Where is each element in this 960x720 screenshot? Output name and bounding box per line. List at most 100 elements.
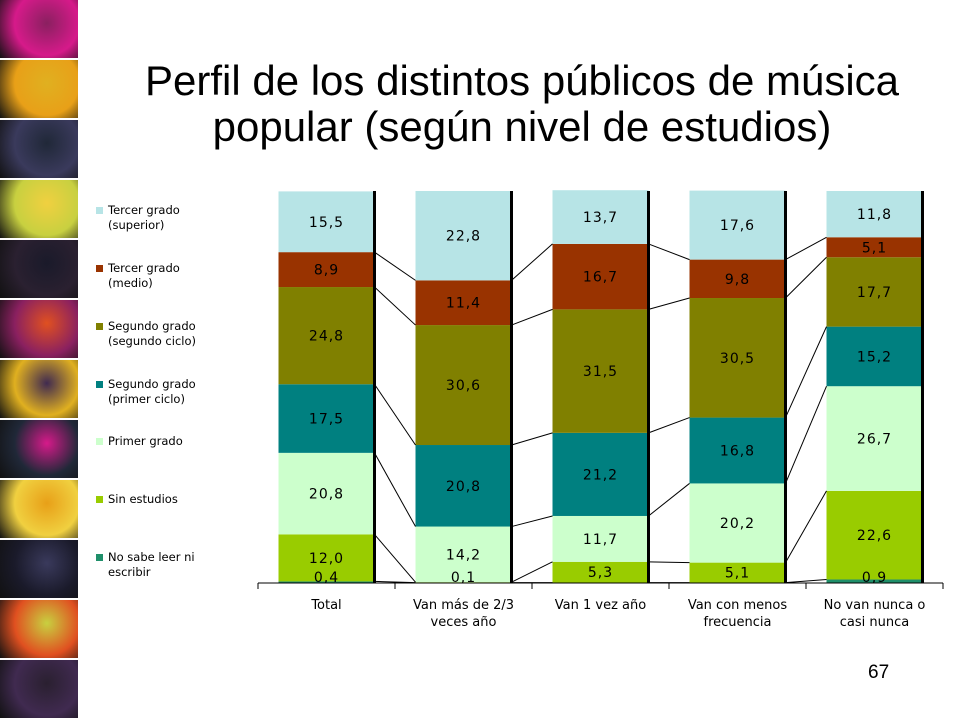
data-label: 20,8 [446, 479, 481, 495]
data-label: 21,2 [583, 467, 618, 483]
data-label: 5,1 [725, 566, 750, 582]
decor-photo-tile [0, 60, 78, 118]
series-line [785, 578, 827, 584]
bar-segment [278, 384, 375, 453]
decor-photo-tile [0, 660, 78, 718]
data-label: 20,2 [720, 516, 755, 532]
bar-segment [826, 579, 923, 583]
data-label: 20,8 [309, 487, 344, 503]
legend-swatch [96, 438, 103, 445]
data-label: 24,8 [309, 329, 344, 345]
bar-segment [826, 191, 923, 238]
page-number: 67 [868, 662, 890, 683]
series-line [374, 534, 416, 583]
bar-segment [278, 287, 375, 385]
series-line [648, 243, 690, 261]
decor-photo-tile [0, 540, 78, 598]
decor-photo-tile [0, 420, 78, 478]
series-line [511, 561, 553, 583]
decor-photo-tile [0, 0, 78, 58]
series-line [374, 580, 416, 584]
slide-title-line-1: Perfil de los distintos públicos de músi… [144, 57, 900, 104]
bar-segment [552, 309, 649, 433]
bar-segment [415, 526, 512, 583]
data-label: 0,4 [314, 570, 339, 586]
legend-swatch [96, 496, 103, 503]
bar-segment [415, 445, 512, 527]
data-label: 8,9 [314, 263, 339, 279]
legend-label: No sabe leer ni escribir [108, 550, 195, 579]
x-tick-label: Van 1 vez año [555, 598, 646, 613]
bar-segment [552, 243, 649, 310]
data-label: 12,0 [309, 551, 344, 567]
series-line [648, 297, 690, 310]
data-label: 30,5 [720, 351, 755, 367]
x-tick-label: Van con menos frecuencia [688, 598, 788, 630]
data-label: 17,6 [720, 218, 755, 234]
bar-segment [278, 452, 375, 535]
data-label: 15,5 [309, 215, 344, 231]
bar-segment [689, 483, 786, 563]
bar-segment [552, 432, 649, 516]
slide-title-line-2: popular (según nivel de estudios) [212, 103, 832, 150]
data-labels-group: 0,4 12,0 20,8 17,5 24,8 8,9 15,5 0,1 14,2 20,8 30,… [309, 207, 892, 586]
legend-swatch [96, 207, 103, 214]
data-label: 14,2 [446, 547, 481, 563]
bar-segment [826, 326, 923, 387]
data-label: 13,7 [583, 210, 618, 226]
decor-photo-tile [0, 360, 78, 418]
legend-label: Segundo grado (segundo ciclo) [108, 319, 196, 348]
slide-title: Perfil de los distintos públicos de músi… [84, 58, 960, 150]
data-label: 9,8 [725, 272, 750, 288]
series-line [648, 483, 690, 517]
bar-segment [689, 417, 786, 484]
bar-segment [826, 490, 923, 580]
decor-photo-tile [0, 120, 78, 178]
series-line [648, 561, 690, 564]
data-label: 0,9 [862, 570, 887, 586]
x-tick-label: Total [310, 598, 341, 613]
bar-segment [689, 259, 786, 299]
bar-segment [826, 237, 923, 258]
data-label: 16,7 [583, 270, 618, 286]
bar-segment [415, 280, 512, 326]
data-label: 26,7 [857, 432, 892, 448]
bar-segment [415, 325, 512, 446]
series-line [785, 326, 827, 418]
x-tick-label: Van más de 2/3 veces año [413, 598, 514, 630]
decor-photo-tile [0, 600, 78, 658]
bar-segment [689, 190, 786, 260]
data-label: 31,5 [583, 364, 618, 380]
bar-segment [689, 562, 786, 583]
bar-segment [415, 191, 512, 281]
bar-segment [826, 386, 923, 491]
data-label: 16,8 [720, 444, 755, 460]
series-line [785, 256, 827, 299]
bar-segment [552, 515, 649, 562]
series-line [511, 432, 553, 446]
series-line [374, 383, 416, 446]
data-label: 15,2 [857, 349, 892, 365]
data-label: 0,1 [451, 570, 476, 586]
data-label: 5,3 [588, 565, 613, 581]
series-line [511, 515, 553, 528]
decor-photo-tile [0, 480, 78, 538]
legend-swatch [96, 381, 103, 388]
data-label: 5,1 [862, 240, 887, 256]
bar-segment [278, 252, 375, 288]
bar-segment [552, 190, 649, 244]
bar-segment [826, 257, 923, 327]
decor-photo-tile [0, 180, 78, 238]
legend-swatch [96, 323, 103, 330]
decor-photo-tile [0, 240, 78, 298]
data-label: 11,4 [446, 296, 481, 312]
series-line [374, 286, 416, 326]
legend-swatch [96, 265, 103, 272]
bar-segment [278, 191, 375, 253]
series-line [511, 243, 553, 281]
data-label: 17,5 [309, 412, 344, 428]
x-tick-label: No van nunca o casi nunca [824, 598, 926, 630]
legend-label: Tercer grado (superior) [108, 203, 180, 232]
decorative-photo-strip [0, 0, 78, 720]
